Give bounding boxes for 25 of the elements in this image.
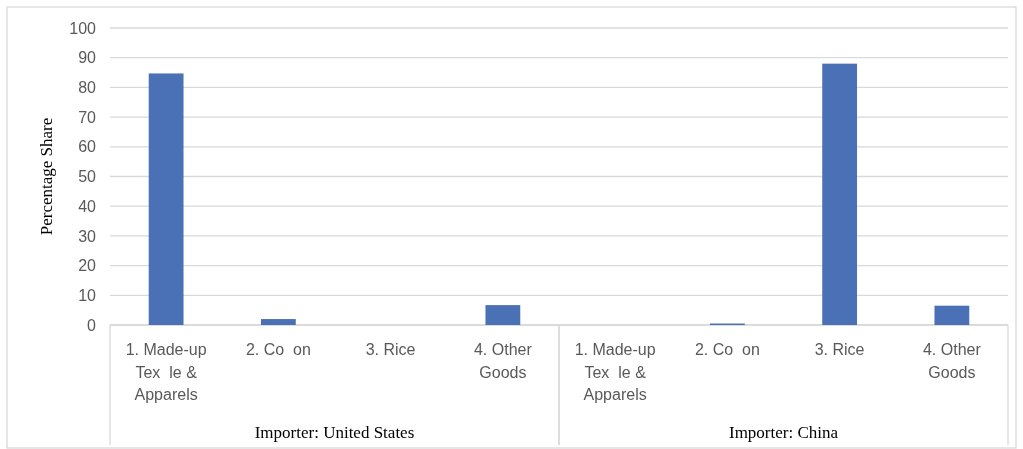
- x-tick-label: 1. Made-up Tex le & Apparels: [125, 341, 207, 403]
- x-tick-label: 2. Co on: [694, 341, 760, 358]
- bar: [485, 305, 521, 325]
- x-tick-label: 4. Other Goods: [473, 341, 533, 381]
- bar: [260, 319, 296, 325]
- x-tick-label: 3. Rice: [365, 341, 416, 358]
- x-axis-title: Importer: United States: [254, 423, 415, 442]
- y-tick-label: 10: [78, 286, 97, 304]
- y-tick-label: 80: [78, 79, 97, 96]
- y-tick-label: 50: [78, 168, 97, 186]
- y-tick-label: 30: [78, 227, 97, 245]
- x-tick-label: 2. Co on: [245, 341, 311, 358]
- x-tick-label: 4. Other Goods: [922, 341, 982, 381]
- y-tick-label: 40: [78, 197, 97, 215]
- y-tick-label: 90: [78, 49, 97, 67]
- bar: [148, 73, 184, 325]
- x-axis-title: Importer: China: [728, 423, 839, 442]
- y-axis-title: Percentage Share: [37, 117, 56, 236]
- x-tick-label: 1. Made-up Tex le & Apparels: [574, 341, 656, 403]
- y-tick-label: 60: [78, 138, 97, 156]
- y-tick-label: 70: [78, 108, 97, 126]
- y-tick-label: 20: [78, 257, 97, 275]
- y-tick-label: 100: [69, 19, 97, 37]
- x-tick-label: 3. Rice: [814, 341, 865, 358]
- y-tick-label: 0: [87, 316, 97, 334]
